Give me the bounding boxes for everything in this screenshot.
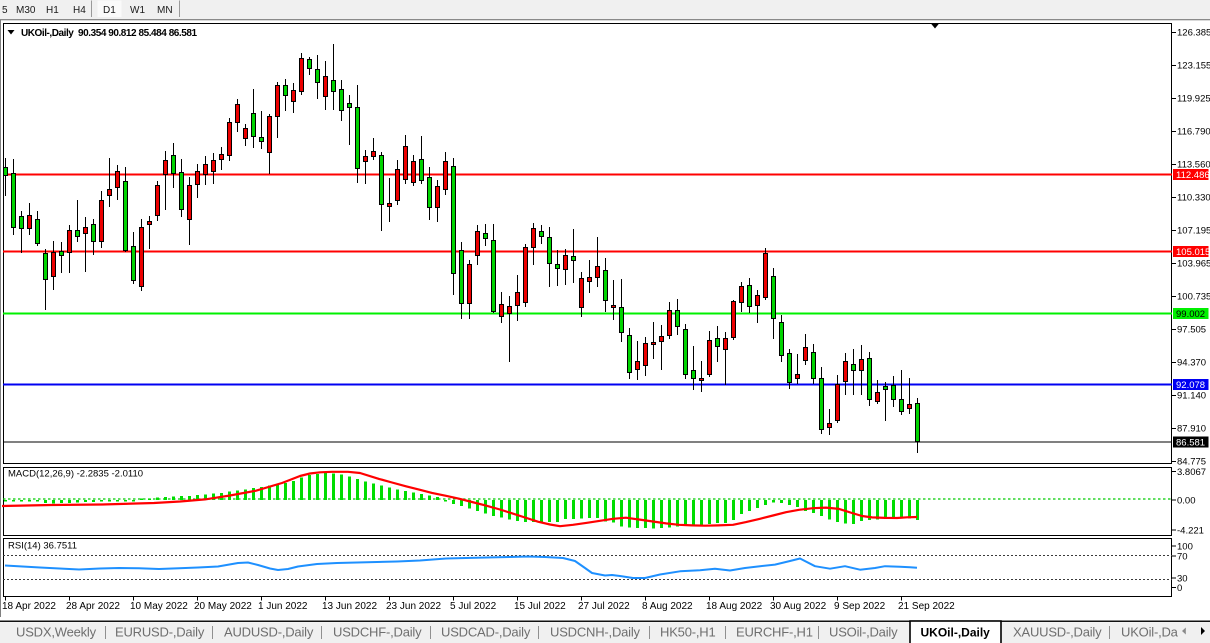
svg-text:3.8067: 3.8067 xyxy=(1177,467,1206,478)
svg-text:87.910: 87.910 xyxy=(1177,424,1206,435)
svg-text:5 Jul 2022: 5 Jul 2022 xyxy=(450,601,497,612)
svg-text:116.790: 116.790 xyxy=(1177,127,1210,138)
svg-text:UKOil-,Daily: UKOil-,Daily xyxy=(921,626,991,640)
svg-text:8 Aug 2022: 8 Aug 2022 xyxy=(642,601,693,612)
svg-text:103.965: 103.965 xyxy=(1177,259,1210,270)
svg-text:18 Apr 2022: 18 Apr 2022 xyxy=(2,601,56,612)
svg-text:113.560: 113.560 xyxy=(1177,160,1210,171)
svg-text:D1: D1 xyxy=(103,5,116,16)
svg-text:USDCAD-,Daily: USDCAD-,Daily xyxy=(441,625,531,640)
svg-text:RSI(14) 36.7511: RSI(14) 36.7511 xyxy=(8,541,77,552)
svg-text:110.330: 110.330 xyxy=(1177,193,1210,204)
svg-text:119.925: 119.925 xyxy=(1177,94,1210,105)
svg-text:30 Aug 2022: 30 Aug 2022 xyxy=(770,601,827,612)
svg-text:UKOil-,Da: UKOil-,Da xyxy=(1121,625,1179,640)
svg-text:MN: MN xyxy=(157,5,173,16)
svg-text:USDCHF-,Daily: USDCHF-,Daily xyxy=(333,625,422,640)
svg-text:23 Jun 2022: 23 Jun 2022 xyxy=(386,601,441,612)
svg-text:AUDUSD-,Daily: AUDUSD-,Daily xyxy=(224,625,314,640)
svg-text:0.00: 0.00 xyxy=(1177,496,1196,507)
svg-text:107.195: 107.195 xyxy=(1177,226,1210,237)
svg-text:84.775: 84.775 xyxy=(1177,457,1206,468)
svg-text:13 Jun 2022: 13 Jun 2022 xyxy=(322,601,377,612)
svg-text:USOil-,Daily: USOil-,Daily xyxy=(829,625,898,640)
svg-text:28 Apr 2022: 28 Apr 2022 xyxy=(66,601,120,612)
svg-text:97.505: 97.505 xyxy=(1177,325,1206,336)
svg-text:XAUUSD-,Daily: XAUUSD-,Daily xyxy=(1013,625,1102,640)
svg-text:86.581: 86.581 xyxy=(1176,438,1205,449)
svg-text:USDCNH-,Daily: USDCNH-,Daily xyxy=(550,625,641,640)
svg-text:HK50-,H1: HK50-,H1 xyxy=(660,625,715,640)
svg-text:5: 5 xyxy=(2,5,8,16)
svg-text:9 Sep 2022: 9 Sep 2022 xyxy=(834,601,886,612)
svg-text:21 Sep 2022: 21 Sep 2022 xyxy=(898,601,955,612)
svg-text:105.015: 105.015 xyxy=(1176,247,1210,258)
svg-text:126.385: 126.385 xyxy=(1177,28,1210,39)
svg-text:MACD(12,26,9) -2.2835 -2.0110: MACD(12,26,9) -2.2835 -2.0110 xyxy=(8,469,143,480)
svg-text:W1: W1 xyxy=(130,5,145,16)
svg-text:100: 100 xyxy=(1177,542,1193,553)
svg-text:91.140: 91.140 xyxy=(1177,391,1206,402)
svg-text:10 May 2022: 10 May 2022 xyxy=(130,601,188,612)
svg-text:92.078: 92.078 xyxy=(1176,380,1205,391)
svg-text:H4: H4 xyxy=(73,5,86,16)
svg-text:18 Aug 2022: 18 Aug 2022 xyxy=(706,601,763,612)
svg-text:70: 70 xyxy=(1177,552,1188,563)
svg-text:30: 30 xyxy=(1177,574,1188,585)
svg-text:1 Jun 2022: 1 Jun 2022 xyxy=(258,601,308,612)
svg-text:99.002: 99.002 xyxy=(1176,309,1205,320)
svg-text:UKOil-,Daily 90.354 90.812 85: UKOil-,Daily 90.354 90.812 85.484 86.581 xyxy=(21,28,197,39)
svg-text:USDX,Weekly: USDX,Weekly xyxy=(16,625,97,640)
svg-text:0: 0 xyxy=(1177,583,1182,594)
svg-text:EURCHF-,H1: EURCHF-,H1 xyxy=(736,625,813,640)
svg-text:112.486: 112.486 xyxy=(1176,170,1210,181)
svg-text:100.735: 100.735 xyxy=(1177,292,1210,303)
svg-text:H1: H1 xyxy=(46,5,59,16)
svg-text:M30: M30 xyxy=(16,5,36,16)
svg-text:15 Jul 2022: 15 Jul 2022 xyxy=(514,601,566,612)
svg-text:-4.221: -4.221 xyxy=(1177,526,1204,537)
svg-text:123.155: 123.155 xyxy=(1177,61,1210,72)
svg-text:94.370: 94.370 xyxy=(1177,358,1206,369)
svg-text:27 Jul 2022: 27 Jul 2022 xyxy=(578,601,630,612)
svg-text:EURUSD-,Daily: EURUSD-,Daily xyxy=(115,625,205,640)
svg-text:20 May 2022: 20 May 2022 xyxy=(194,601,252,612)
